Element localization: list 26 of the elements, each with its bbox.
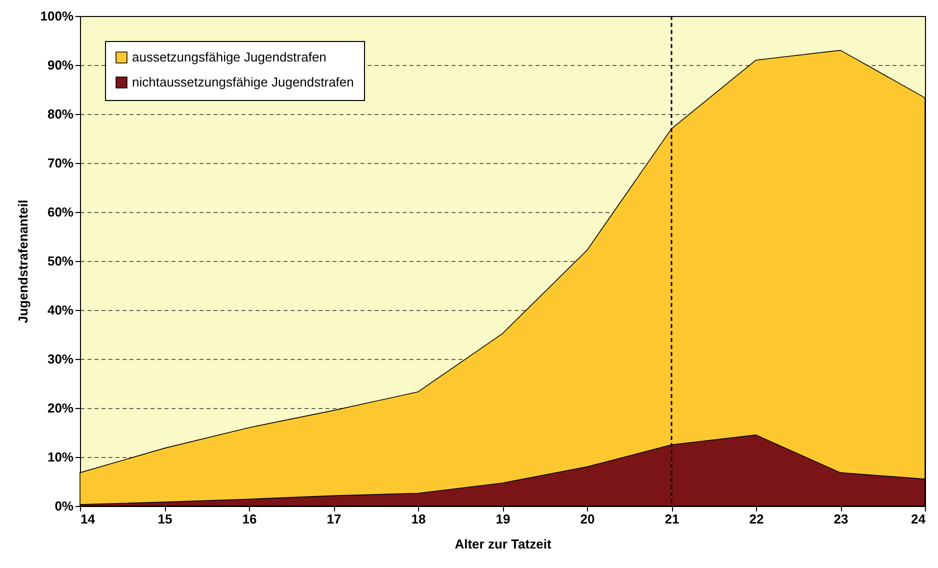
x-tick-label: 16: [242, 512, 257, 526]
x-tick-label: 24: [911, 512, 926, 526]
x-tick-label: 18: [411, 512, 426, 526]
x-tick-label: 22: [749, 512, 764, 526]
y-tick-label: 0%: [54, 498, 74, 514]
y-tick-label: 10%: [47, 450, 74, 464]
x-tick-label: 23: [834, 512, 848, 526]
y-tick-label: 50%: [47, 254, 74, 268]
x-tick-label: 15: [158, 512, 172, 526]
x-tick-label: 21: [664, 512, 680, 526]
x-tick-label: 17: [326, 512, 342, 526]
x-axis-title: Alter zur Tatzeit: [454, 536, 552, 552]
x-tick-label: 20: [580, 512, 595, 526]
legend-label: aussetzungsfähige Jugendstrafen: [132, 50, 326, 64]
y-tick-label: 100%: [40, 8, 74, 24]
x-tick-label: 19: [496, 512, 510, 526]
y-tick-label: 70%: [47, 156, 74, 170]
y-tick-label: 20%: [47, 400, 74, 416]
y-tick-label: 30%: [47, 352, 74, 366]
legend-label: nichtaussetzungsfähige Jugendstrafen: [132, 74, 354, 90]
y-tick-label: 90%: [47, 58, 74, 72]
y-tick-label: 60%: [47, 204, 74, 220]
y-tick-label: 80%: [47, 106, 74, 122]
x-tick-label: 14: [80, 512, 96, 526]
y-tick-label: 40%: [47, 302, 74, 318]
y-axis-title: Jugendstrafenanteil: [15, 200, 30, 324]
